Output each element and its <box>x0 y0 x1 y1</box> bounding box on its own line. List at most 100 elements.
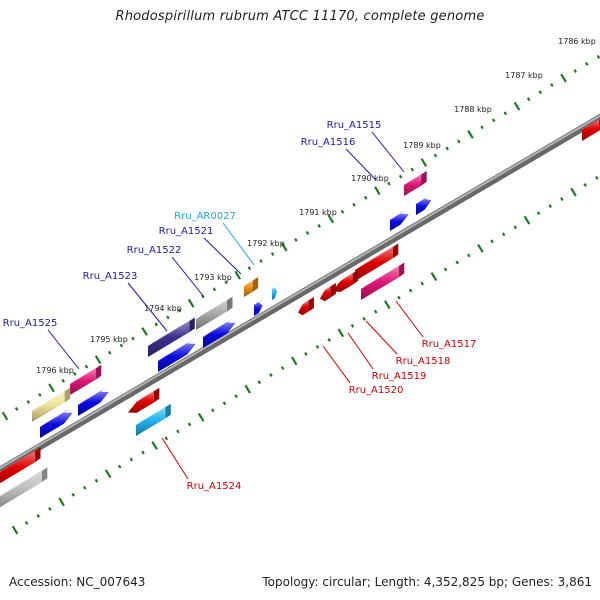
gene-yellow-1796[interactable] <box>32 387 71 422</box>
lower-scale-major-tick <box>337 328 345 338</box>
gene-label-rru-a1517[interactable]: Rru_A1517 <box>422 339 477 350</box>
gene-pink-1796[interactable] <box>70 364 102 395</box>
gene-rru-a1517[interactable] <box>361 262 405 301</box>
gene-red-small[interactable] <box>298 297 314 316</box>
leader-line-rru-a1516 <box>345 148 377 181</box>
upper-scale-minor-tick <box>84 364 89 369</box>
genome-backbone-highlight <box>0 114 600 470</box>
gene-rru-a1524[interactable] <box>136 403 171 436</box>
gene-rru-a1520[interactable] <box>320 283 336 302</box>
lower-scale-minor-tick <box>141 450 145 455</box>
upper-scale-minor-tick <box>550 83 554 88</box>
lower-scale-minor-tick <box>234 394 238 399</box>
lower-scale-minor-tick <box>36 513 41 518</box>
upper-scale-minor-tick <box>480 125 484 130</box>
upper-scale-major-tick <box>467 129 474 139</box>
lower-scale-minor-tick <box>280 366 285 370</box>
kbp-tick-label: 1795 kbp <box>90 335 128 344</box>
gene-label-rru-a1523[interactable]: Rru_A1523 <box>83 271 138 282</box>
upper-scale-minor-tick <box>26 399 31 404</box>
kbp-tick-label: 1792 kbp <box>247 239 285 248</box>
genome-stats-text: Topology: circular; Length: 4,352,825 bp… <box>262 575 592 589</box>
gene-label-rru-a1524[interactable]: Rru_A1524 <box>187 481 242 492</box>
gene-rru-a1516[interactable] <box>390 209 409 231</box>
lower-scale-major-tick <box>384 300 391 310</box>
upper-scale-minor-tick <box>247 266 252 271</box>
upper-scale-minor-tick <box>73 371 77 376</box>
lower-scale-minor-tick <box>269 373 273 378</box>
upper-scale-major-tick <box>374 186 381 196</box>
lower-scale-minor-tick <box>117 464 122 469</box>
lower-scale-minor-tick <box>222 401 227 406</box>
gene-rru-a1525[interactable] <box>78 387 109 416</box>
gene-orange-small[interactable] <box>244 277 259 297</box>
gene-label-rru-a1525[interactable]: Rru_A1525 <box>3 318 58 329</box>
gene-rru-a1521-cds[interactable] <box>203 318 236 348</box>
accession-text: Accession: NC_007643 <box>9 575 146 589</box>
kbp-tick-label: 1788 kbp <box>454 105 492 114</box>
lower-scale-minor-tick <box>83 485 87 490</box>
gene-rru-a1522-cds[interactable] <box>158 339 196 372</box>
gene-label-rru-a1518[interactable]: Rru_A1518 <box>396 356 451 367</box>
gene-rru-a1522[interactable] <box>196 296 233 330</box>
upper-scale-minor-tick <box>177 308 182 313</box>
upper-scale-minor-tick <box>526 97 531 102</box>
gene-rru-ar0027[interactable] <box>272 283 281 301</box>
gene-label-rru-a1521[interactable]: Rru_A1521 <box>159 226 214 237</box>
upper-scale-minor-tick <box>259 259 263 264</box>
gene-rru-a1516-part[interactable] <box>416 195 432 215</box>
lower-scale-minor-tick <box>315 344 320 349</box>
genome-backbone <box>0 113 600 475</box>
gene-grey-left-edge[interactable] <box>0 467 48 512</box>
lower-scale-minor-tick <box>443 267 448 272</box>
gene-red-left-edge[interactable] <box>0 447 41 488</box>
upper-scale-minor-tick <box>61 378 65 383</box>
gene-label-rru-a1520[interactable]: Rru_A1520 <box>349 385 404 396</box>
upper-scale-major-tick <box>280 242 288 252</box>
gene-rru-a1525-cds[interactable] <box>40 408 73 438</box>
lower-scale-minor-tick <box>304 352 308 356</box>
lower-scale-minor-tick <box>350 323 355 328</box>
lower-scale-major-tick <box>197 412 205 422</box>
upper-scale-major-tick <box>234 270 241 280</box>
kbp-tick-label: 1790 kbp <box>351 174 389 183</box>
gene-red-1524[interactable] <box>128 387 160 413</box>
lower-scale-minor-tick <box>164 436 169 441</box>
gene-rru-a1515[interactable] <box>404 170 427 196</box>
leader-line-rru-a1525 <box>47 329 80 370</box>
upper-scale-minor-tick <box>363 195 368 200</box>
kbp-tick-label: 1791 kbp <box>299 208 337 217</box>
upper-scale-minor-tick <box>340 209 345 214</box>
lower-scale-major-tick <box>290 356 298 366</box>
upper-scale-minor-tick <box>445 146 449 151</box>
lower-scale-minor-tick <box>490 239 494 244</box>
gene-rru-a1519[interactable] <box>332 269 359 292</box>
upper-scale-minor-tick <box>596 55 600 59</box>
lower-scale-major-tick <box>430 272 438 281</box>
lower-scale-minor-tick <box>420 281 425 286</box>
gene-rru-a1523[interactable] <box>148 317 195 358</box>
gene-label-rru-ar0027[interactable]: Rru_AR0027 <box>174 211 236 222</box>
gene-label-rru-a1516[interactable]: Rru_A1516 <box>301 137 356 148</box>
gene-rru-a1518[interactable] <box>355 243 399 282</box>
gene-label-rru-a1519[interactable]: Rru_A1519 <box>372 371 427 382</box>
lower-scale-minor-tick <box>548 204 553 209</box>
lower-scale-minor-tick <box>560 197 564 202</box>
lower-scale-minor-tick <box>176 429 180 434</box>
gene-label-rru-a1522[interactable]: Rru_A1522 <box>127 245 182 256</box>
lower-scale-minor-tick <box>501 232 506 237</box>
kbp-tick-label: 1786 kbp <box>558 37 596 46</box>
upper-scale-major-tick <box>48 383 55 393</box>
upper-scale-minor-tick <box>457 139 461 144</box>
upper-scale-minor-tick <box>398 174 403 179</box>
gene-label-rru-a1515[interactable]: Rru_A1515 <box>327 120 382 131</box>
upper-scale-minor-tick <box>305 231 310 235</box>
lower-scale-major-tick <box>523 215 531 225</box>
lower-scale-minor-tick <box>362 316 366 321</box>
upper-scale-minor-tick <box>352 202 356 207</box>
map-title: Rhodospirillum rubrum ATCC 11170, comple… <box>115 9 485 24</box>
lower-scale-major-tick <box>244 384 251 394</box>
lower-scale-minor-tick <box>71 492 75 497</box>
gene-rru-a1521[interactable] <box>254 298 265 316</box>
lower-scale-minor-tick <box>467 253 471 258</box>
